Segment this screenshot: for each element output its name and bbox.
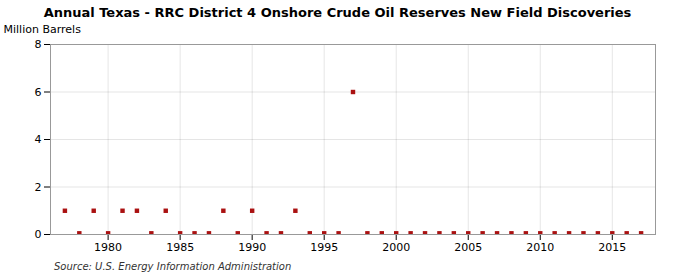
svg-text:1995: 1995 [310,241,338,254]
html-text:Annual Texas - RRC District 4: Annual Texas - RRC District 4 Onshore Cr… [43,5,632,20]
svg-text:2: 2 [35,181,42,194]
svg-text:Million Barrels: Million Barrels [4,23,82,36]
svg-text:4: 4 [35,133,42,146]
svg-text:2015: 2015 [598,241,626,254]
svg-text:1990: 1990 [238,241,266,254]
svg-text:0: 0 [35,228,42,241]
svg-text:2000: 2000 [382,241,410,254]
svg-text:1985: 1985 [166,241,194,254]
svg-text:6: 6 [35,86,42,99]
svg-text:2010: 2010 [526,241,554,254]
html-text:Source: U.S. Energy Informatio: Source: U.S. Energy Information Administ… [54,261,292,272]
svg-text:8: 8 [35,38,42,51]
svg-text:2005: 2005 [454,241,482,254]
svg-text:1980: 1980 [94,241,122,254]
